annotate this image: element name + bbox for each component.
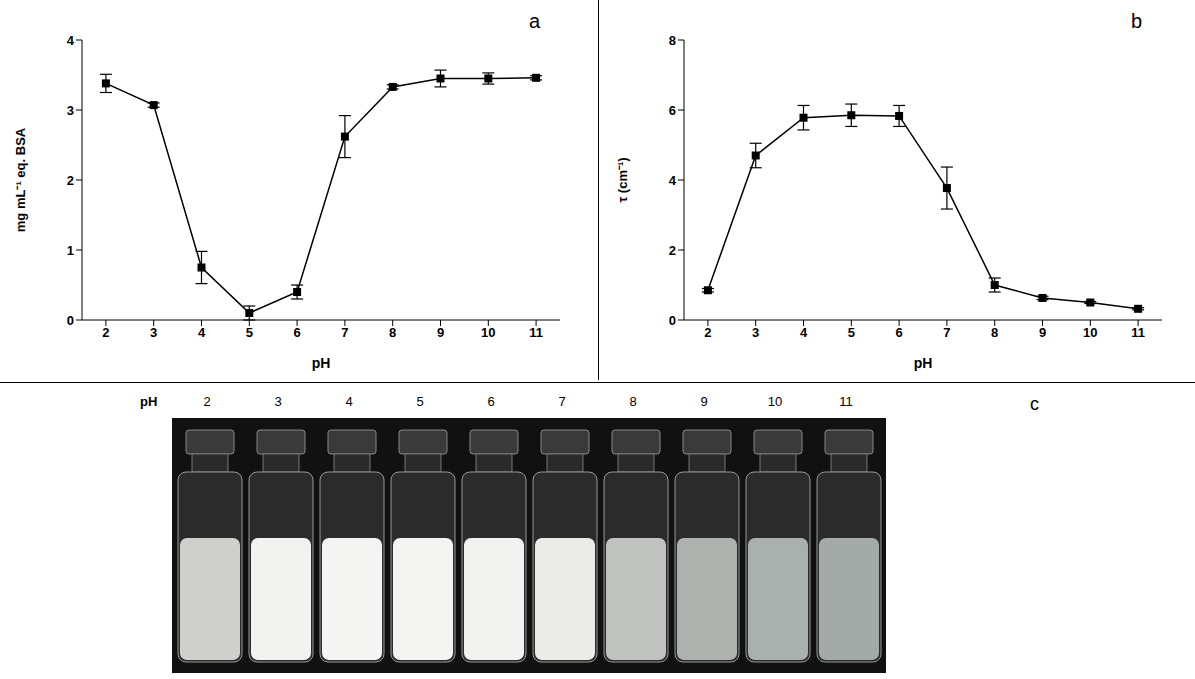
svg-text:10: 10 [481, 325, 495, 340]
svg-text:mg mL⁻¹ eq. BSA: mg mL⁻¹ eq. BSA [13, 127, 28, 232]
svg-text:4: 4 [67, 33, 75, 48]
svg-text:2: 2 [704, 325, 711, 340]
svg-text:pH: pH [914, 355, 933, 371]
svg-text:10: 10 [1083, 325, 1097, 340]
svg-text:5: 5 [246, 325, 253, 340]
html-text:2: 2 [203, 394, 211, 409]
html-text:pH: pH [140, 394, 158, 409]
svg-text:4: 4 [669, 173, 677, 188]
svg-text:2: 2 [102, 325, 109, 340]
svg-text:4: 4 [198, 325, 206, 340]
svg-text:1: 1 [67, 243, 74, 258]
svg-text:11: 11 [529, 325, 543, 340]
html-text:11: 11 [839, 394, 853, 409]
svg-text:7: 7 [341, 325, 348, 340]
html-text:8: 8 [629, 394, 637, 409]
svg-text:6: 6 [293, 325, 300, 340]
svg-text:3: 3 [67, 103, 74, 118]
html-text:b: b [1130, 10, 1142, 32]
svg-text:8: 8 [389, 325, 396, 340]
svg-text:11: 11 [1131, 325, 1145, 340]
html-text:10: 10 [767, 394, 783, 409]
html-text:a: a [528, 10, 540, 32]
svg-text:9: 9 [1039, 325, 1046, 340]
svg-text:3: 3 [150, 325, 157, 340]
svg-text:6: 6 [895, 325, 902, 340]
svg-text:6: 6 [669, 103, 676, 118]
svg-text:8: 8 [991, 325, 998, 340]
html-text:4: 4 [345, 394, 353, 409]
svg-text:2: 2 [669, 243, 676, 258]
svg-text:8: 8 [669, 33, 676, 48]
svg-text:4: 4 [800, 325, 808, 340]
svg-text:0: 0 [67, 313, 74, 328]
html-text:7: 7 [558, 394, 566, 409]
svg-text:7: 7 [943, 325, 950, 340]
svg-text:pH: pH [312, 355, 331, 371]
svg-text:2: 2 [67, 173, 74, 188]
html-text:9: 9 [700, 394, 708, 409]
html-text:3: 3 [274, 394, 282, 409]
html-text:c: c [1030, 394, 1039, 414]
svg-text:3: 3 [752, 325, 759, 340]
svg-text:5: 5 [848, 325, 855, 340]
html-text:5: 5 [416, 394, 424, 409]
svg-text:0: 0 [669, 313, 676, 328]
svg-text:9: 9 [437, 325, 444, 340]
svg-text:τ (cm⁻¹): τ (cm⁻¹) [615, 157, 630, 202]
html-text:6: 6 [487, 394, 495, 409]
